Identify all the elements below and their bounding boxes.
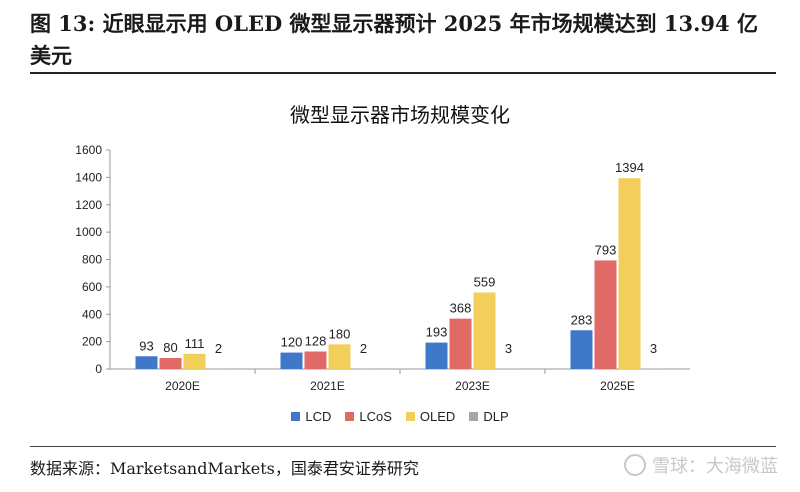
data-label: 80	[163, 340, 177, 355]
data-label: 193	[426, 325, 448, 340]
x-tick-label: 2021E	[310, 379, 345, 393]
x-tick-label: 2020E	[165, 379, 200, 393]
y-tick-label: 600	[82, 280, 102, 294]
bar-oled	[183, 353, 206, 369]
legend-label: DLP	[483, 409, 509, 424]
y-tick-label: 1400	[75, 170, 102, 184]
watermark: 雪球：大海微蓝	[624, 452, 778, 478]
y-tick-label: 800	[82, 253, 102, 267]
data-label: 2	[215, 341, 222, 356]
legend-swatch	[405, 412, 415, 421]
data-label: 559	[474, 274, 496, 289]
legend-swatch	[469, 412, 479, 421]
bar-lcd	[135, 356, 158, 369]
y-tick-label: 400	[82, 307, 102, 321]
header-divider	[30, 72, 776, 74]
bar-lcd	[425, 342, 448, 369]
data-label: 2	[360, 341, 367, 356]
data-label: 368	[450, 301, 472, 316]
bar-lcos	[449, 318, 472, 369]
legend-label: LCD	[305, 409, 332, 424]
y-tick-label: 1200	[75, 198, 102, 212]
data-label: 111	[185, 336, 205, 351]
x-tick-label: 2023E	[455, 379, 490, 393]
data-label: 180	[329, 326, 351, 341]
data-label: 283	[571, 312, 593, 327]
legend-swatch	[345, 412, 355, 421]
data-label: 793	[595, 242, 617, 257]
chart-legend: LCD LCoS OLED DLP	[0, 409, 800, 424]
bar-lcos	[594, 260, 617, 369]
legend-label: OLED	[419, 409, 456, 424]
legend-item-dlp: DLP	[469, 409, 509, 424]
data-label: 128	[305, 333, 327, 348]
y-tick-label: 1000	[75, 225, 102, 239]
bar-lcd	[280, 352, 303, 369]
bar-lcos	[304, 351, 327, 369]
legend-label: LCoS	[359, 409, 392, 424]
chart-title: 微型显示器市场规模变化	[290, 103, 510, 127]
footer-divider	[30, 446, 776, 447]
data-label: 93	[139, 338, 153, 353]
y-tick-label: 200	[82, 335, 102, 349]
watermark-text: 雪球：大海微蓝	[652, 456, 778, 477]
legend-swatch	[291, 412, 301, 421]
bar-oled	[473, 292, 496, 369]
bar-oled	[618, 178, 641, 369]
legend-item-oled: OLED	[405, 409, 456, 424]
y-tick-label: 1600	[75, 143, 102, 157]
data-label: 3	[650, 341, 657, 356]
x-tick-label: 2025E	[600, 379, 635, 393]
snowball-logo-icon	[624, 454, 646, 476]
data-label: 120	[281, 335, 303, 350]
bar-lcd	[570, 330, 593, 369]
source-note: 数据来源：MarketsandMarkets，国泰君安证券研究	[30, 459, 419, 478]
figure-header: 图 13: 近眼显示用 OLED 微型显示器预计 2025 年市场规模达到 13…	[30, 11, 758, 68]
legend-item-lcos: LCoS	[345, 409, 392, 424]
legend-item-lcd: LCD	[291, 409, 331, 424]
data-label: 1394	[615, 160, 644, 175]
bar-lcos	[159, 358, 182, 369]
bar-oled	[328, 344, 351, 369]
y-tick-label: 0	[95, 362, 102, 376]
data-label: 3	[505, 341, 512, 356]
